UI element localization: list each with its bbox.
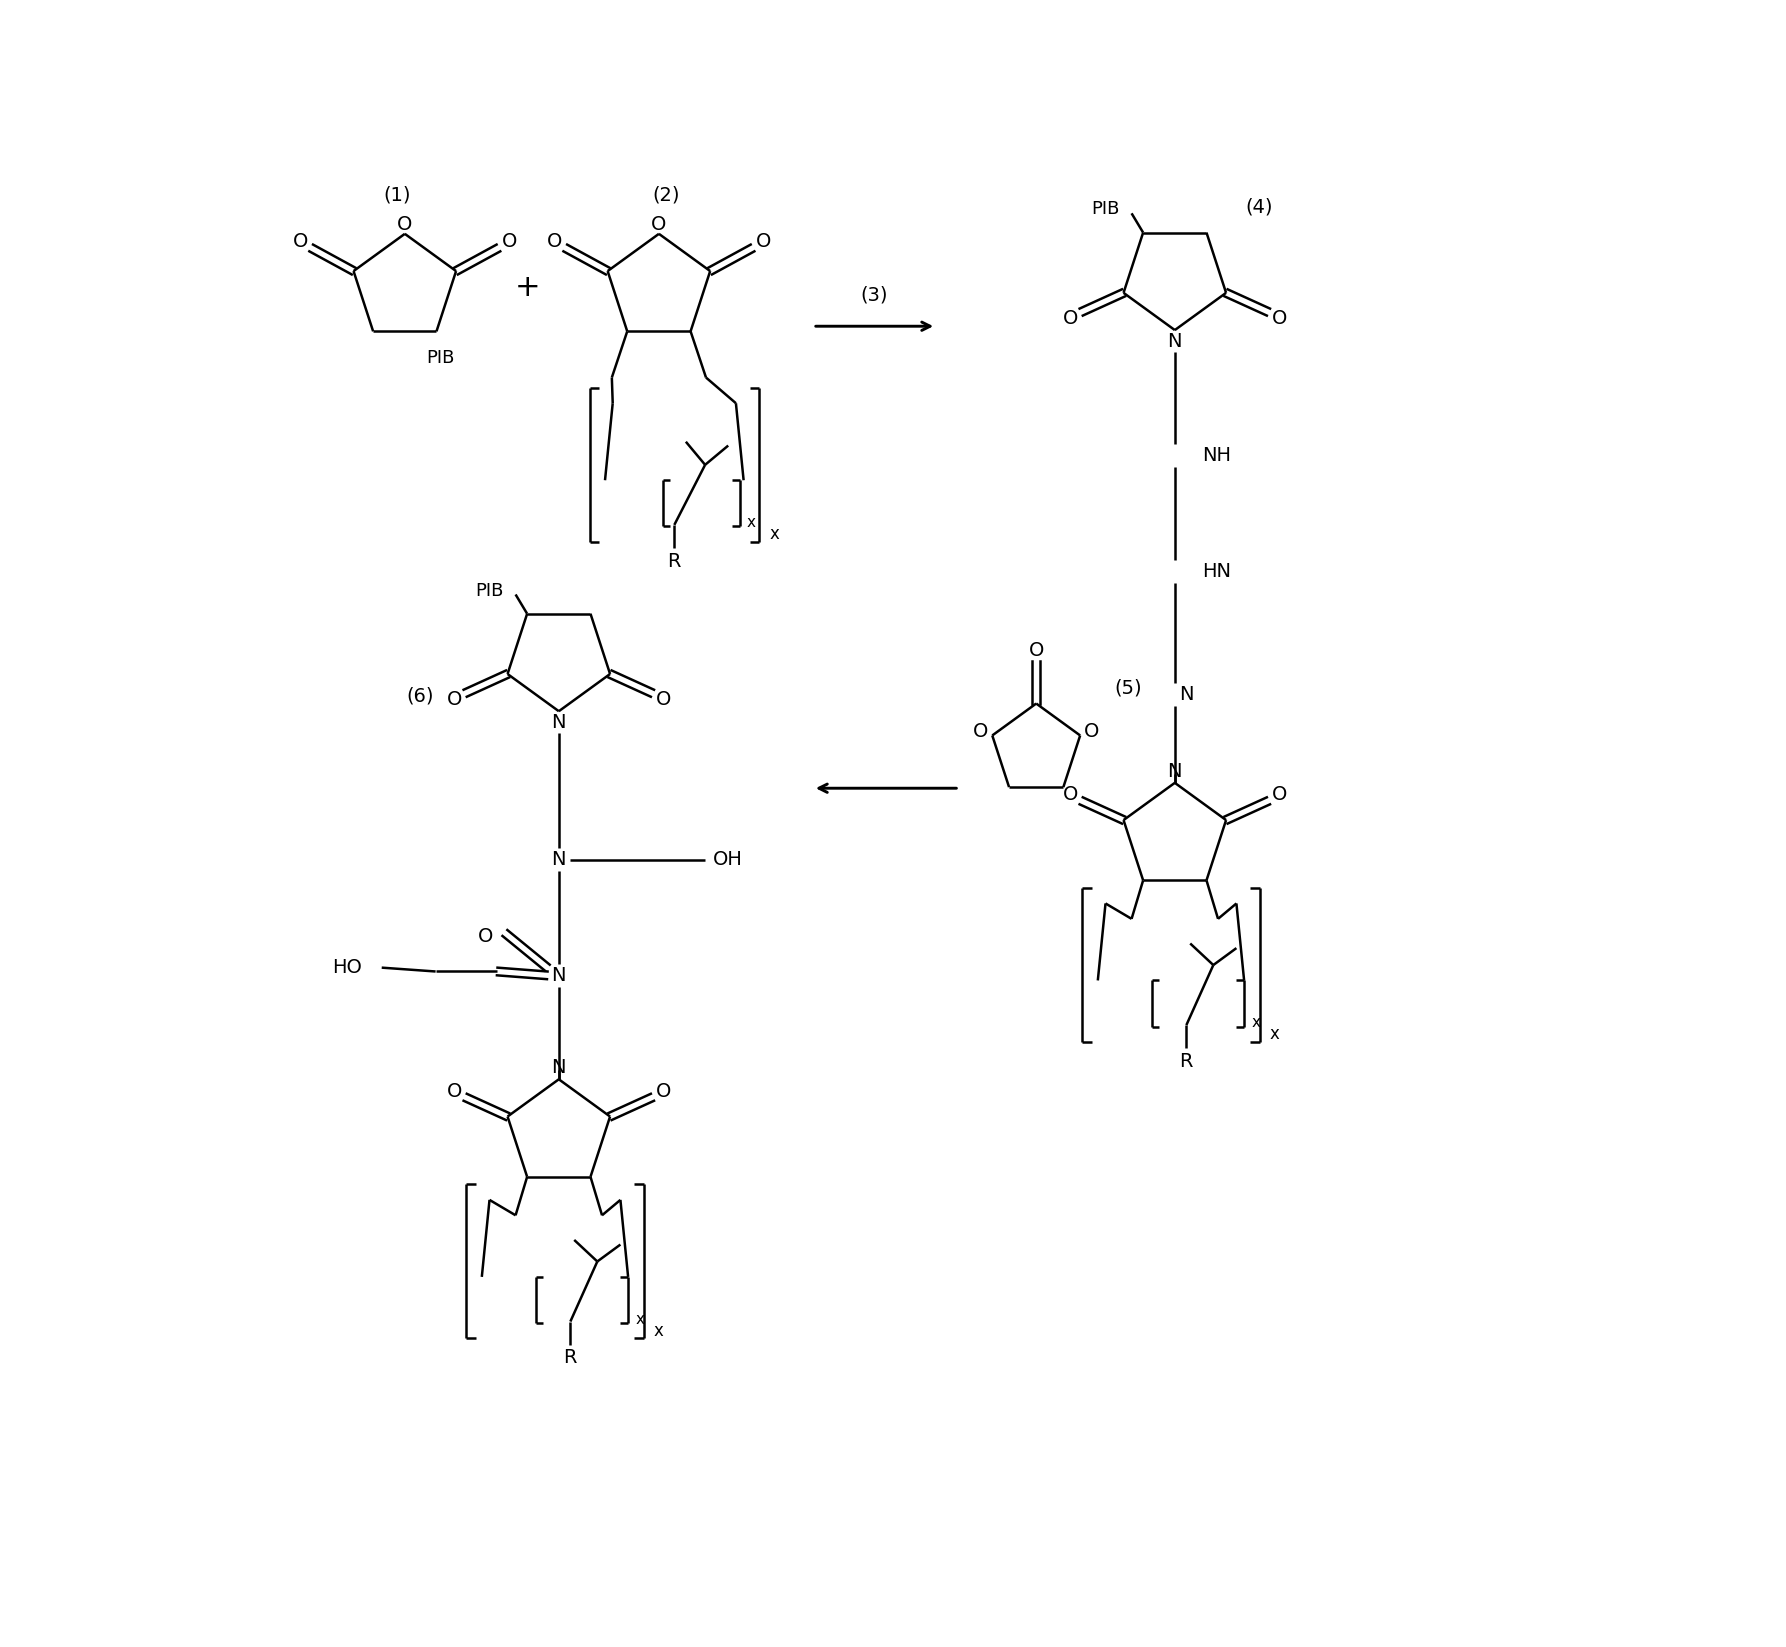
- Text: N: N: [552, 713, 566, 733]
- Text: HO: HO: [332, 959, 363, 977]
- Text: O: O: [655, 1082, 672, 1100]
- Text: N: N: [1168, 763, 1182, 781]
- Text: R: R: [564, 1349, 577, 1367]
- Text: O: O: [1272, 786, 1288, 804]
- Text: O: O: [1272, 308, 1288, 328]
- Text: PIB: PIB: [1091, 201, 1120, 219]
- Text: x: x: [1270, 1026, 1281, 1043]
- Text: O: O: [973, 721, 988, 741]
- Text: N: N: [552, 850, 566, 870]
- Text: N: N: [552, 1059, 566, 1077]
- Text: O: O: [652, 216, 666, 234]
- Text: R: R: [1179, 1052, 1193, 1071]
- Text: O: O: [502, 232, 516, 252]
- Text: x: x: [654, 1323, 664, 1339]
- Text: O: O: [1063, 308, 1079, 328]
- Text: x: x: [747, 516, 755, 530]
- Text: O: O: [1084, 721, 1100, 741]
- Text: +: +: [514, 273, 541, 303]
- Text: O: O: [1063, 786, 1079, 804]
- Text: O: O: [446, 1082, 463, 1100]
- Text: O: O: [655, 690, 672, 708]
- Text: N: N: [552, 965, 566, 985]
- Text: O: O: [479, 927, 493, 947]
- Text: PIB: PIB: [475, 581, 504, 600]
- Text: O: O: [1029, 641, 1043, 660]
- Text: (4): (4): [1247, 198, 1273, 216]
- Text: O: O: [446, 690, 463, 708]
- Text: O: O: [293, 232, 309, 252]
- Text: x: x: [636, 1311, 645, 1327]
- Text: (5): (5): [1114, 679, 1143, 698]
- Text: PIB: PIB: [427, 349, 454, 367]
- Text: HN: HN: [1202, 562, 1231, 581]
- Text: R: R: [668, 552, 680, 570]
- Text: OH: OH: [713, 850, 743, 870]
- Text: x: x: [770, 525, 779, 544]
- Text: O: O: [755, 232, 772, 252]
- Text: NH: NH: [1202, 446, 1231, 464]
- Text: N: N: [1168, 333, 1182, 351]
- Text: x: x: [1252, 1015, 1261, 1031]
- Text: (6): (6): [407, 687, 434, 705]
- Text: (1): (1): [384, 186, 411, 204]
- Text: N: N: [1179, 685, 1193, 703]
- Text: O: O: [547, 232, 563, 252]
- Text: (2): (2): [654, 186, 680, 204]
- Text: O: O: [396, 216, 413, 234]
- Text: (3): (3): [861, 287, 888, 305]
